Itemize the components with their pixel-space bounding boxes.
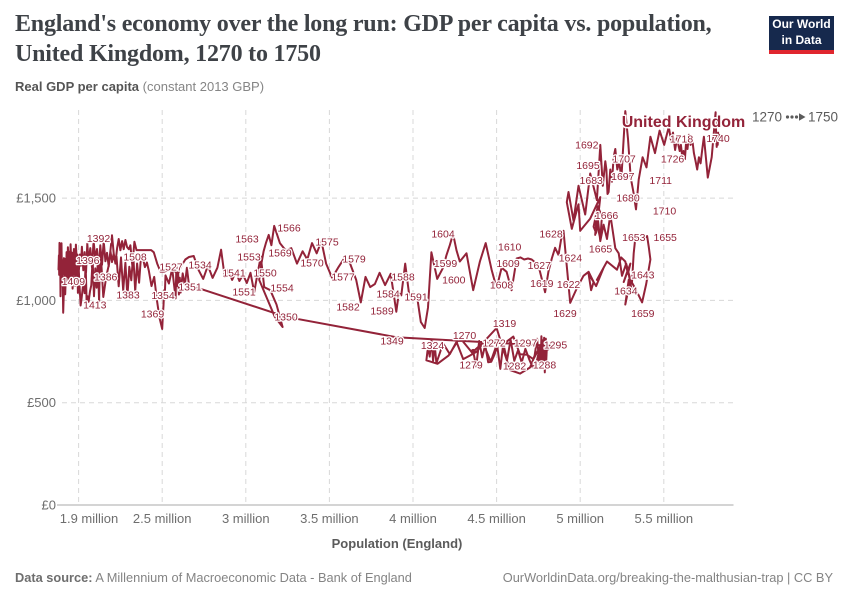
svg-text:1624: 1624 [559,253,583,265]
svg-text:1750: 1750 [808,110,838,125]
svg-text:1570: 1570 [300,258,324,270]
svg-text:1653: 1653 [622,232,646,244]
svg-text:1383: 1383 [116,290,140,302]
svg-text:1413: 1413 [83,300,107,312]
svg-text:1740: 1740 [706,133,730,145]
svg-text:1629: 1629 [553,308,577,320]
svg-text:1282: 1282 [503,361,527,373]
svg-text:1324: 1324 [421,340,445,352]
svg-text:1584: 1584 [376,289,400,301]
svg-text:3 million: 3 million [222,511,270,526]
svg-text:1634: 1634 [614,285,638,297]
svg-text:1710: 1710 [653,206,677,218]
svg-text:1351: 1351 [178,282,202,294]
svg-text:1692: 1692 [575,140,599,152]
svg-text:1609: 1609 [496,258,520,270]
svg-text:United Kingdom: United Kingdom [622,114,746,131]
svg-text:1508: 1508 [123,252,147,264]
svg-text:1697: 1697 [611,171,635,183]
svg-text:1350: 1350 [274,312,298,324]
svg-text:5 million: 5 million [556,511,604,526]
svg-text:1575: 1575 [315,237,339,249]
svg-text:1619: 1619 [530,278,554,290]
svg-text:1563: 1563 [235,234,259,246]
svg-text:1554: 1554 [270,283,294,295]
svg-text:1579: 1579 [342,254,366,266]
svg-text:1622: 1622 [557,279,581,291]
svg-text:1582: 1582 [336,302,360,314]
svg-text:1695: 1695 [576,160,600,172]
svg-text:1711: 1711 [649,175,672,187]
svg-text:1588: 1588 [391,272,415,284]
svg-text:3.5 million: 3.5 million [300,511,359,526]
svg-text:1726: 1726 [661,153,685,165]
svg-text:1288: 1288 [533,360,557,372]
svg-text:1550: 1550 [253,268,277,280]
svg-text:1349: 1349 [380,336,404,348]
svg-text:1655: 1655 [654,232,678,244]
svg-text:1628: 1628 [539,229,563,241]
svg-text:1589: 1589 [370,306,394,318]
svg-text:1319: 1319 [493,318,517,330]
svg-text:1600: 1600 [442,274,466,286]
svg-text:1627: 1627 [528,260,552,272]
svg-text:2.5 million: 2.5 million [133,511,192,526]
svg-text:5.5 million: 5.5 million [635,511,694,526]
svg-text:1270: 1270 [752,110,782,125]
svg-text:£1,500: £1,500 [16,191,56,206]
svg-text:1272: 1272 [482,338,506,350]
svg-text:1643: 1643 [631,270,655,282]
svg-text:£500: £500 [27,395,56,410]
svg-text:1295: 1295 [544,340,568,352]
svg-text:1534: 1534 [188,260,212,272]
svg-text:1659: 1659 [631,308,655,320]
svg-text:1386: 1386 [94,272,118,284]
svg-text:Population (England): Population (England) [332,536,463,551]
svg-text:1527: 1527 [159,262,183,274]
svg-text:1666: 1666 [595,210,619,222]
svg-text:1610: 1610 [498,242,522,254]
svg-text:£1,000: £1,000 [16,293,56,308]
svg-text:1599: 1599 [434,258,458,270]
svg-text:1.9 million: 1.9 million [60,511,119,526]
svg-text:1551: 1551 [232,287,256,299]
svg-text:1279: 1279 [459,360,483,372]
svg-text:1569: 1569 [268,248,292,260]
svg-text:1707: 1707 [612,153,636,165]
svg-text:4 million: 4 million [389,511,437,526]
svg-text:1665: 1665 [589,244,613,256]
svg-text:1553: 1553 [237,252,261,264]
svg-text:1369: 1369 [141,308,165,320]
svg-text:4.5 million: 4.5 million [467,511,526,526]
svg-text:1577: 1577 [331,272,355,284]
svg-text:£0: £0 [42,498,56,513]
svg-text:1396: 1396 [76,255,100,267]
svg-text:1409: 1409 [62,276,86,288]
svg-text:1604: 1604 [431,228,455,240]
svg-text:1608: 1608 [490,280,514,292]
svg-text:1591: 1591 [404,292,428,304]
svg-text:1270: 1270 [453,330,477,342]
svg-text:1297: 1297 [514,338,538,350]
svg-text:1354: 1354 [151,290,175,302]
svg-text:1541: 1541 [222,268,246,280]
svg-text:1718: 1718 [670,133,694,145]
svg-text:1683: 1683 [580,175,604,187]
svg-text:1566: 1566 [277,223,301,235]
svg-text:1392: 1392 [87,233,111,245]
svg-text:1680: 1680 [616,193,640,205]
